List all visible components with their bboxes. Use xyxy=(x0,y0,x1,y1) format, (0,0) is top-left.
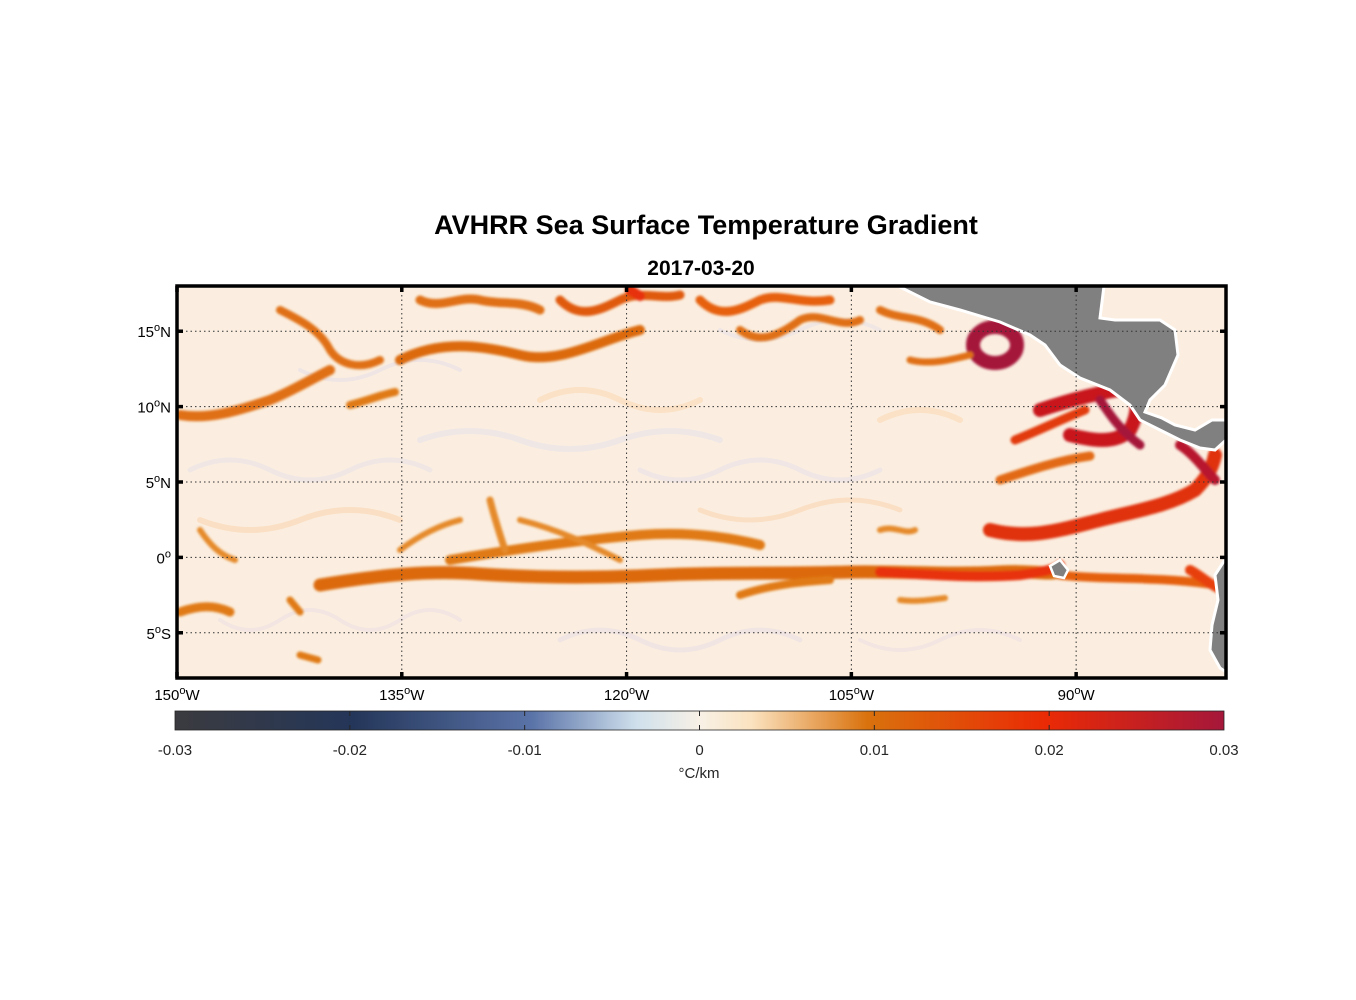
colorbar-tick-label: 0 xyxy=(695,742,703,759)
lat-label: 5oN xyxy=(146,473,171,492)
colorbar-tick-label: -0.01 xyxy=(508,742,542,759)
colorbar-tick-label: -0.02 xyxy=(333,742,367,759)
lat-label: 15oN xyxy=(137,322,171,341)
colorbar: -0.03 -0.02 -0.01 0 0.01 0.02 0.03 °C/km xyxy=(158,710,1239,782)
gradient-fronts xyxy=(177,286,1226,664)
colorbar-tick-label: 0.03 xyxy=(1209,742,1238,759)
colorbar-tick-label: 0.02 xyxy=(1035,742,1064,759)
lon-label: 135oW xyxy=(379,685,425,704)
lat-label: 10oN xyxy=(137,398,171,417)
lon-label: 150oW xyxy=(154,685,200,704)
colorbar-ticks: -0.03 -0.02 -0.01 0 0.01 0.02 0.03 xyxy=(158,711,1239,759)
latitude-labels: 15oN 10oN 5oN 0o 5oS xyxy=(137,322,171,643)
lon-label: 105oW xyxy=(829,685,875,704)
map-title: AVHRR Sea Surface Temperature Gradient xyxy=(434,210,978,240)
lon-label: 120oW xyxy=(604,685,650,704)
colorbar-label: °C/km xyxy=(679,765,720,782)
galapagos-land xyxy=(1048,558,1070,580)
longitude-labels: 150oW 135oW 120oW 105oW 90oW xyxy=(154,685,1095,704)
graticule xyxy=(177,286,1226,678)
colorbar-tick-label: 0.01 xyxy=(860,742,889,759)
colorbar-tick-label: -0.03 xyxy=(158,742,192,759)
lon-label: 90oW xyxy=(1058,685,1096,704)
map-frame xyxy=(175,284,1228,680)
lat-label: 0o xyxy=(157,548,171,567)
lat-label: 5oS xyxy=(147,624,171,643)
map-date: 2017-03-20 xyxy=(647,257,754,280)
central-america-land xyxy=(897,286,1226,452)
background-texture xyxy=(187,318,1022,653)
